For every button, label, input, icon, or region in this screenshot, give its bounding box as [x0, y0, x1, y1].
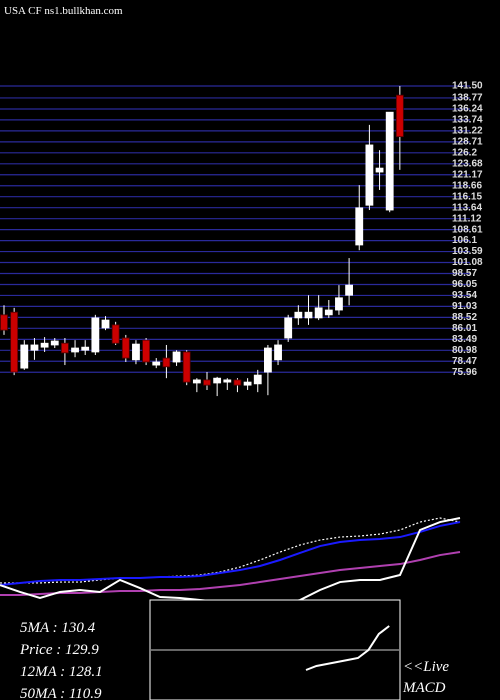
macd-label: MACD	[402, 680, 446, 696]
line-series	[305, 625, 390, 671]
candle-body	[263, 347, 272, 373]
candle-body	[111, 324, 120, 344]
y-tick-label: 75.96	[452, 367, 477, 378]
y-tick-label: 111.12	[452, 213, 482, 224]
candle-body	[395, 94, 404, 138]
y-tick-label: 116.15	[452, 191, 482, 202]
y-tick-label: 83.49	[452, 334, 477, 345]
y-tick-label: 131.22	[452, 126, 483, 137]
candle-body	[101, 319, 110, 329]
price-panel: 141.50138.77136.24133.74131.22128.71126.…	[0, 81, 483, 397]
candle-body	[10, 311, 19, 373]
y-tick-label: 101.08	[452, 257, 483, 268]
candle-body	[61, 342, 69, 354]
y-tick-label: 113.64	[452, 202, 482, 213]
y-tick-label: 138.77	[452, 93, 483, 104]
candle-body	[294, 311, 303, 319]
y-tick-label: 78.47	[452, 356, 477, 367]
candle-body	[355, 207, 364, 246]
candle-body	[253, 374, 262, 385]
candle-body	[192, 379, 201, 384]
y-tick-label: 96.05	[452, 279, 477, 290]
y-tick-label: 103.59	[452, 246, 483, 257]
candle-body	[314, 307, 323, 319]
candle-body	[324, 309, 333, 316]
line-series	[0, 551, 461, 596]
candle-body	[274, 344, 282, 361]
candle-body	[375, 167, 384, 173]
live-label: <<Live	[403, 659, 449, 675]
candle-body	[243, 381, 252, 386]
candle-body	[40, 342, 49, 348]
candle-body	[203, 379, 211, 386]
candle-body	[172, 351, 181, 363]
candle-body	[213, 377, 222, 384]
candle-body	[182, 351, 191, 383]
y-tick-label: 121.17	[452, 169, 483, 180]
line-series	[0, 517, 461, 584]
candle-body	[132, 343, 140, 361]
y-tick-label: 98.57	[452, 268, 477, 279]
candle-body	[91, 317, 100, 353]
candle-body	[345, 284, 354, 296]
line-series	[0, 521, 461, 587]
y-tick-label: 126.2	[452, 147, 477, 158]
candle-body	[233, 379, 242, 386]
candle-body	[50, 340, 59, 346]
candle-body	[223, 379, 232, 383]
candle-body	[284, 317, 293, 339]
y-tick-label: 91.03	[452, 301, 477, 312]
candle-body	[304, 311, 313, 319]
y-tick-label: 133.74	[452, 115, 483, 126]
y-tick-label: 88.52	[452, 312, 477, 323]
y-tick-label: 136.24	[452, 104, 483, 115]
readout: Price : 129.9	[19, 642, 99, 658]
readout: 5MA : 130.4	[20, 620, 96, 636]
candle-body	[152, 361, 161, 366]
readout: 50MA : 110.9	[20, 686, 102, 700]
y-tick-label: 106.1	[452, 235, 477, 246]
y-tick-label: 128.71	[452, 136, 483, 147]
candle-body	[162, 357, 171, 368]
candle-body	[121, 337, 130, 359]
candle-body	[30, 344, 39, 351]
macd-panel	[151, 625, 399, 671]
candle-body	[71, 347, 79, 353]
candle-body	[365, 144, 374, 206]
y-tick-label: 86.01	[452, 323, 477, 334]
y-tick-label: 123.68	[452, 158, 483, 169]
readout: 12MA : 128.1	[20, 664, 103, 680]
candle-body	[335, 297, 343, 311]
candle-body	[81, 346, 90, 351]
y-tick-label: 80.98	[452, 345, 477, 356]
candle-body	[385, 111, 394, 211]
candle-body	[0, 314, 8, 331]
y-tick-label: 118.66	[452, 180, 482, 191]
candle-body	[20, 344, 29, 369]
y-tick-label: 108.61	[452, 224, 483, 235]
candle-body	[142, 339, 151, 363]
chart-title: USA CF ns1.bullkhan.com	[4, 5, 123, 17]
y-tick-label: 141.50	[452, 81, 483, 92]
y-tick-label: 93.54	[452, 290, 477, 301]
